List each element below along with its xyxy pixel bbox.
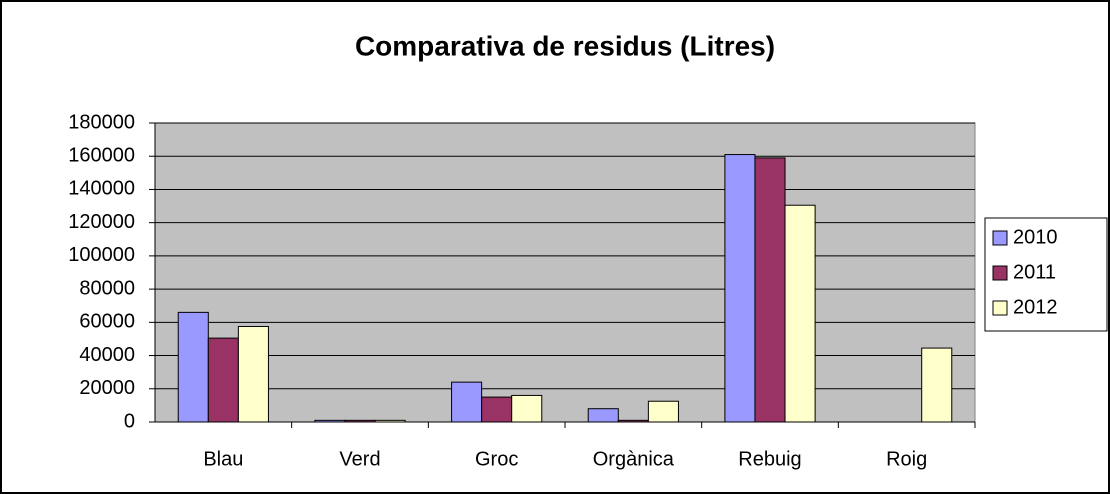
x-tick-label: Groc (475, 448, 518, 470)
y-tick-label: 180000 (68, 111, 135, 133)
x-tick-label: Orgànica (593, 448, 675, 470)
plot-area (154, 122, 976, 423)
x-tick-label: Roig (886, 448, 927, 470)
y-tick-label: 120000 (68, 211, 135, 233)
y-tick-label: 60000 (79, 311, 135, 333)
bar (647, 400, 679, 423)
bar (207, 337, 239, 423)
y-tick-label: 0 (124, 410, 135, 432)
legend-label: 2011 (1013, 261, 1056, 283)
y-tick-label: 100000 (68, 244, 135, 266)
y-tick-label: 40000 (79, 344, 135, 366)
x-tick-label: Rebuig (738, 448, 801, 470)
bar (587, 408, 619, 423)
legend-label: 2010 (1013, 226, 1058, 248)
bar (754, 157, 786, 423)
legend-swatch (992, 265, 1008, 281)
bar (237, 325, 269, 423)
bar (511, 394, 543, 423)
legend-swatch (992, 230, 1008, 246)
x-tick-label: Blau (203, 448, 243, 470)
x-tick-label: Verd (339, 448, 380, 470)
y-tick-label: 160000 (68, 145, 135, 167)
bar (177, 311, 209, 423)
legend-swatch (992, 300, 1008, 316)
bar (451, 381, 483, 423)
y-tick-label: 20000 (79, 377, 135, 399)
y-tick-label: 80000 (79, 277, 135, 299)
bar (921, 347, 953, 423)
y-tick-label: 140000 (68, 178, 135, 200)
chart-title: Comparativa de residus (Litres) (355, 30, 775, 61)
bar (481, 396, 513, 423)
bar (724, 154, 756, 423)
bar (784, 204, 816, 423)
legend-label: 2012 (1013, 296, 1058, 318)
